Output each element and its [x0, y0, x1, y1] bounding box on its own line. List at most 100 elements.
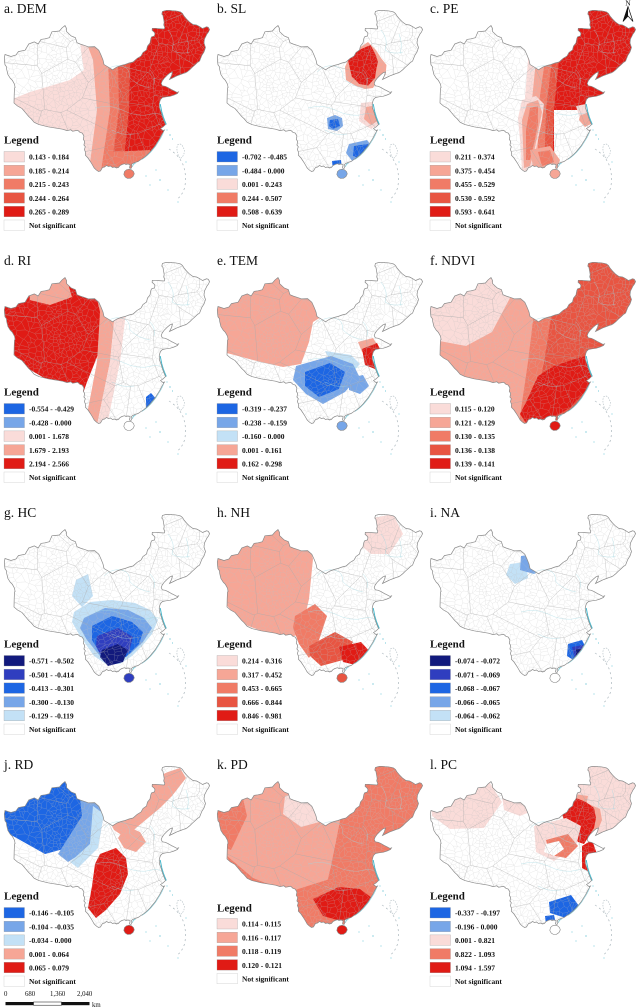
svg-text:0.114 - 0.115: 0.114 - 0.115 — [242, 920, 281, 929]
svg-text:0.130 - 0.135: 0.130 - 0.135 — [455, 432, 495, 441]
svg-text:-0.702 - -0.485: -0.702 - -0.485 — [242, 153, 287, 162]
svg-text:0.375 - 0.454: 0.375 - 0.454 — [455, 166, 495, 175]
svg-text:-0.104 - -0.035: -0.104 - -0.035 — [29, 922, 74, 931]
svg-text:l. PC: l. PC — [430, 757, 457, 772]
svg-text:-0.068 - -0.067: -0.068 - -0.067 — [455, 684, 500, 693]
svg-text:0.120 - 0.121: 0.120 - 0.121 — [242, 961, 282, 970]
svg-text:0.244 - 0.264: 0.244 - 0.264 — [29, 194, 69, 203]
svg-text:Legend: Legend — [217, 387, 252, 399]
svg-text:-0.413 - -0.301: -0.413 - -0.301 — [29, 684, 74, 693]
svg-text:Not significant: Not significant — [455, 725, 502, 734]
svg-text:-0.066 - -0.065: -0.066 - -0.065 — [455, 698, 500, 707]
svg-text:-0.064 - -0.062: -0.064 - -0.062 — [455, 712, 500, 721]
svg-text:km: km — [92, 1002, 101, 1008]
svg-text:c. PE: c. PE — [430, 1, 459, 16]
svg-text:0.593 - 0.641: 0.593 - 0.641 — [455, 208, 495, 217]
svg-text:2,040: 2,040 — [77, 991, 93, 998]
svg-text:b. SL: b. SL — [217, 1, 246, 16]
svg-text:0.244 - 0.507: 0.244 - 0.507 — [242, 194, 282, 203]
svg-text:0.118 - 0.119: 0.118 - 0.119 — [242, 947, 281, 956]
svg-text:Legend: Legend — [430, 639, 465, 651]
svg-text:-0.571 - -0.502: -0.571 - -0.502 — [29, 657, 74, 666]
svg-text:-0.300 - -0.130: -0.300 - -0.130 — [29, 698, 74, 707]
svg-text:-0.501 - -0.414: -0.501 - -0.414 — [29, 670, 74, 679]
svg-text:Not significant: Not significant — [29, 977, 76, 986]
svg-text:0.215 - 0.243: 0.215 - 0.243 — [29, 180, 69, 189]
svg-text:-0.554 - -0.429: -0.554 - -0.429 — [29, 405, 74, 414]
svg-text:Not significant: Not significant — [29, 725, 76, 734]
svg-text:0.530 - 0.592: 0.530 - 0.592 — [455, 194, 495, 203]
svg-text:-0.428 - 0.000: -0.428 - 0.000 — [29, 418, 72, 427]
svg-text:0.666 - 0.844: 0.666 - 0.844 — [242, 698, 282, 707]
svg-text:d. RI: d. RI — [4, 253, 32, 268]
svg-text:0.185 - 0.214: 0.185 - 0.214 — [29, 166, 69, 175]
svg-text:0.001 - 0.161: 0.001 - 0.161 — [242, 446, 282, 455]
svg-text:0.139 - 0.141: 0.139 - 0.141 — [455, 460, 495, 469]
svg-text:0.211 - 0.374: 0.211 - 0.374 — [455, 153, 495, 162]
svg-text:0.317 - 0.452: 0.317 - 0.452 — [242, 670, 282, 679]
svg-text:-0.319 - -0.237: -0.319 - -0.237 — [242, 405, 287, 414]
svg-text:a. DEM: a. DEM — [4, 1, 47, 16]
svg-text:1.679 - 2.193: 1.679 - 2.193 — [29, 446, 69, 455]
svg-text:-0.160 - 0.000: -0.160 - 0.000 — [242, 432, 285, 441]
svg-text:0.455 - 0.529: 0.455 - 0.529 — [455, 180, 495, 189]
svg-text:Not significant: Not significant — [455, 473, 502, 482]
svg-text:Not significant: Not significant — [455, 221, 502, 230]
svg-text:Legend: Legend — [217, 639, 252, 651]
svg-text:680: 680 — [25, 991, 36, 998]
svg-text:0: 0 — [4, 991, 8, 998]
svg-text:Legend: Legend — [217, 903, 252, 915]
svg-text:-0.238 - -0.159: -0.238 - -0.159 — [242, 418, 287, 427]
svg-text:0.001 - 0.821: 0.001 - 0.821 — [455, 936, 495, 945]
svg-text:N: N — [625, 0, 631, 8]
svg-text:Legend: Legend — [430, 135, 465, 147]
svg-text:h. NH: h. NH — [217, 505, 250, 520]
svg-text:Legend: Legend — [4, 891, 39, 903]
svg-text:Legend: Legend — [4, 135, 39, 147]
svg-text:Not significant: Not significant — [242, 725, 289, 734]
svg-text:0.508 - 0.639: 0.508 - 0.639 — [242, 208, 282, 217]
svg-text:2.194 - 2.566: 2.194 - 2.566 — [29, 460, 69, 469]
svg-text:Legend: Legend — [217, 135, 252, 147]
svg-text:0.115 - 0.120: 0.115 - 0.120 — [455, 405, 495, 414]
svg-text:Not significant: Not significant — [242, 473, 289, 482]
svg-text:Not significant: Not significant — [455, 977, 502, 986]
svg-text:-0.484 - 0.000: -0.484 - 0.000 — [242, 166, 285, 175]
svg-text:-0.337 - -0.197: -0.337 - -0.197 — [455, 909, 500, 918]
svg-text:0.001 - 0.064: 0.001 - 0.064 — [29, 950, 69, 959]
svg-text:0.121 - 0.129: 0.121 - 0.129 — [455, 418, 495, 427]
svg-text:0.001 - 0.243: 0.001 - 0.243 — [242, 180, 282, 189]
svg-text:i. NA: i. NA — [430, 505, 460, 520]
svg-text:Legend: Legend — [430, 891, 465, 903]
svg-text:0.265 - 0.289: 0.265 - 0.289 — [29, 208, 69, 217]
svg-text:Legend: Legend — [4, 639, 39, 651]
svg-text:1,360: 1,360 — [50, 991, 66, 998]
svg-text:k. PD: k. PD — [217, 757, 248, 772]
svg-text:0.136 - 0.138: 0.136 - 0.138 — [455, 446, 495, 455]
svg-text:f. NDVI: f. NDVI — [430, 253, 475, 268]
svg-text:Legend: Legend — [430, 387, 465, 399]
svg-text:j. RD: j. RD — [3, 757, 34, 772]
svg-text:-0.074 - -0.072: -0.074 - -0.072 — [455, 657, 500, 666]
svg-text:e. TEM: e. TEM — [217, 253, 258, 268]
svg-text:1.094 - 1.597: 1.094 - 1.597 — [455, 964, 495, 973]
svg-text:0.116 - 0.117: 0.116 - 0.117 — [242, 933, 281, 942]
svg-text:-0.129 - -0.119: -0.129 - -0.119 — [29, 712, 74, 721]
svg-text:-0.146 - -0.105: -0.146 - -0.105 — [29, 909, 74, 918]
svg-text:0.453 - 0.665: 0.453 - 0.665 — [242, 684, 282, 693]
svg-text:-0.071 - -0.069: -0.071 - -0.069 — [455, 670, 500, 679]
svg-text:0.001 - 1.678: 0.001 - 1.678 — [29, 432, 69, 441]
svg-text:0.162 - 0.298: 0.162 - 0.298 — [242, 460, 282, 469]
svg-text:Not significant: Not significant — [242, 975, 289, 984]
svg-text:Not significant: Not significant — [29, 221, 76, 230]
svg-text:0.143 - 0.184: 0.143 - 0.184 — [29, 153, 69, 162]
svg-text:g. HC: g. HC — [4, 505, 36, 520]
svg-text:Not significant: Not significant — [29, 473, 76, 482]
svg-text:0.214 - 0.316: 0.214 - 0.316 — [242, 657, 282, 666]
svg-text:0.822 - 1.093: 0.822 - 1.093 — [455, 950, 495, 959]
svg-text:-0.034 - 0.000: -0.034 - 0.000 — [29, 936, 72, 945]
svg-text:Legend: Legend — [4, 387, 39, 399]
svg-text:Not significant: Not significant — [242, 221, 289, 230]
svg-text:0.846 - 0.981: 0.846 - 0.981 — [242, 712, 282, 721]
svg-text:-0.196 - 0.000: -0.196 - 0.000 — [455, 922, 498, 931]
